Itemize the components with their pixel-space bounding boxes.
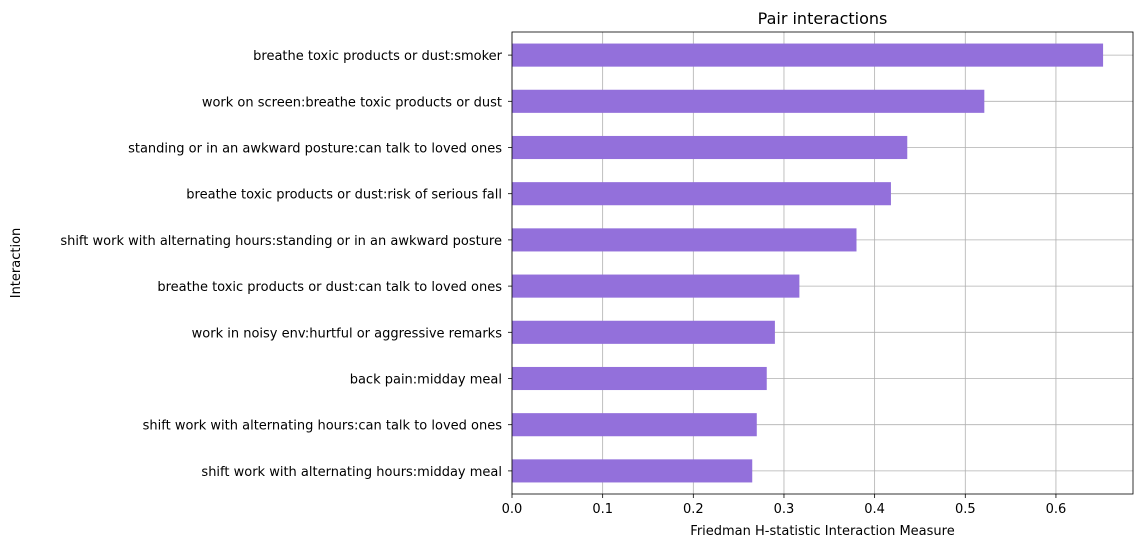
chart-title: Pair interactions — [758, 9, 888, 28]
bar — [512, 135, 908, 160]
x-tick-label: 0.0 — [502, 502, 523, 517]
y-axis-title: Interaction — [9, 228, 24, 299]
bar — [512, 228, 857, 252]
plot-frame — [511, 31, 1134, 495]
category-label: breathe toxic products or dust:can talk … — [157, 280, 502, 295]
category-label: shift work with alternating hours:midday… — [201, 465, 502, 480]
x-axis-ticks: 0.0 0.1 0.2 0.3 0.4 0.5 0.6 — [502, 494, 1067, 517]
category-label: work in noisy env:hurtful or aggressive … — [192, 326, 503, 341]
category-label: breathe toxic products or dust:risk of s… — [186, 188, 502, 203]
x-tick-label: 0.5 — [955, 502, 976, 517]
category-label: standing or in an awkward posture:can ta… — [128, 142, 502, 157]
category-label: shift work with alternating hours:standi… — [60, 234, 502, 249]
bar — [512, 43, 1104, 67]
bar — [512, 459, 753, 483]
x-tick-label: 0.2 — [683, 502, 704, 517]
x-tick-label: 0.4 — [864, 502, 885, 517]
bar — [512, 274, 800, 298]
bar — [512, 182, 891, 206]
x-tick-label: 0.3 — [774, 502, 795, 517]
bar — [512, 320, 775, 344]
bar — [512, 366, 767, 391]
bars — [512, 43, 1104, 483]
category-label: breathe toxic products or dust:smoker — [253, 49, 503, 64]
category-label: shift work with alternating hours:can ta… — [143, 419, 503, 434]
y-axis-ticks: breathe toxic products or dust:smoker wor… — [60, 49, 512, 480]
category-label: work on screen:breathe toxic products or… — [202, 95, 502, 110]
bar — [512, 413, 757, 437]
bar — [512, 89, 985, 113]
x-tick-label: 0.1 — [592, 502, 613, 517]
x-axis-title: Friedman H-statistic Interaction Measure — [690, 524, 954, 539]
category-label: back pain:midday meal — [350, 373, 502, 388]
x-tick-label: 0.6 — [1046, 502, 1067, 517]
